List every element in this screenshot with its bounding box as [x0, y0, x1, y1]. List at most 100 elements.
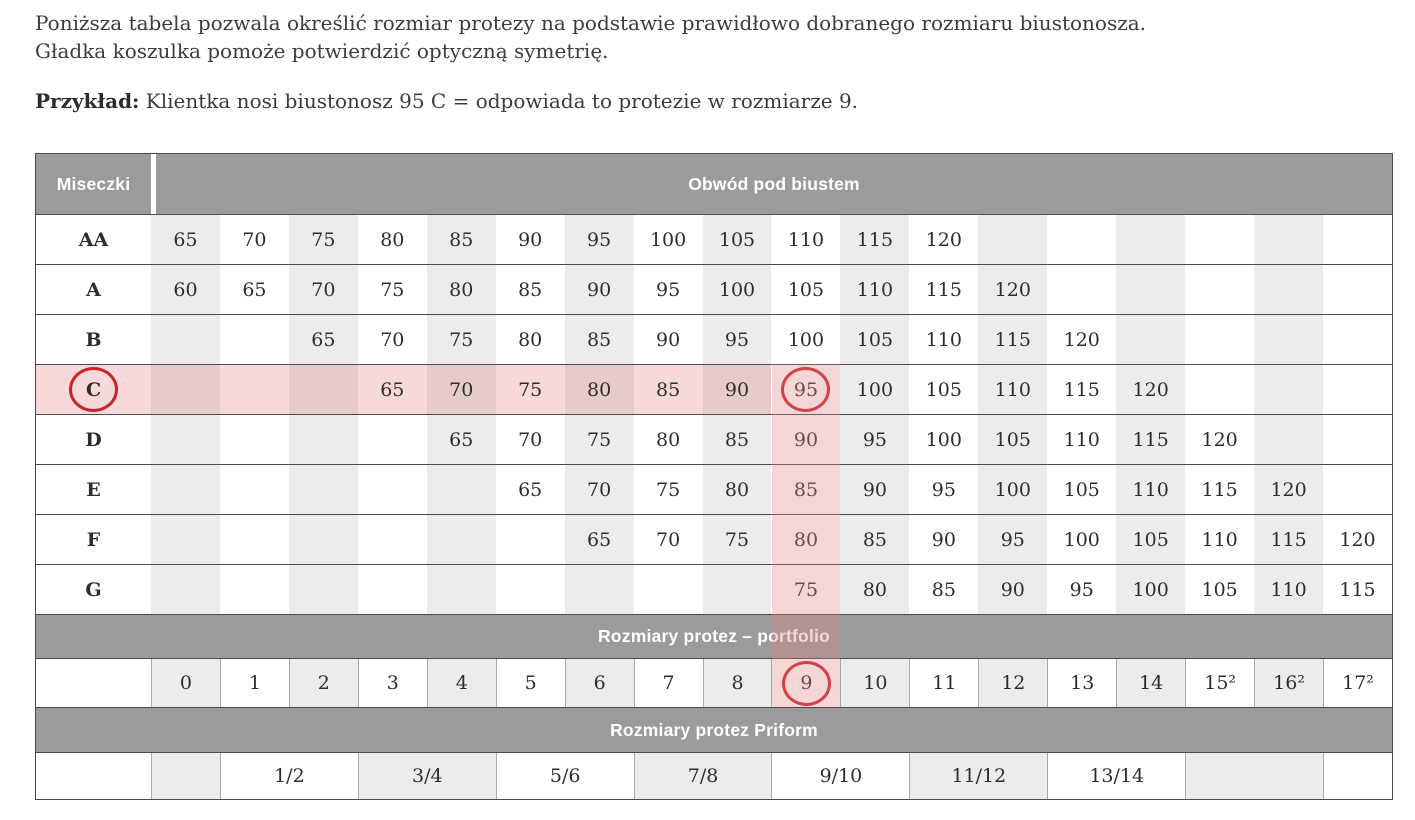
size-cell	[495, 565, 565, 614]
size-cell: 110	[771, 215, 841, 264]
size-cell	[219, 365, 289, 414]
size-cell: 85	[771, 465, 841, 514]
portfolio-size-cell: 17²	[1323, 659, 1392, 707]
portfolio-size-cell: 10	[840, 659, 910, 707]
size-cell: 80	[840, 565, 910, 614]
priform-size-cell: 7/8	[633, 753, 772, 799]
portfolio-size-cell: 0	[151, 659, 220, 707]
size-cell	[1185, 215, 1255, 264]
portfolio-size-row: 0 1 2 3 4 5 6 7 8 9 10 11 12 13 14 15² 16² 17²	[36, 658, 1392, 707]
highlight-circle-underbust: 95	[781, 367, 831, 412]
portfolio-size-cell: 3	[357, 659, 427, 707]
size-cell: 115	[978, 315, 1048, 364]
portfolio-size-cell: 13	[1047, 659, 1117, 707]
size-cell	[978, 215, 1048, 264]
priform-size-cell: 13/14	[1047, 753, 1186, 799]
priform-size-cell: 11/12	[909, 753, 1048, 799]
size-cell: 70	[564, 465, 634, 514]
size-cell: 75	[702, 515, 772, 564]
priform-size-row: 1/2 3/4 5/6 7/8 9/10 11/12 13/14	[36, 752, 1392, 799]
size-cell: 95	[771, 365, 841, 414]
size-cell: 65	[426, 415, 496, 464]
intro-line-2: Gładka koszulka pomoże potwierdzić optyc…	[35, 39, 609, 63]
size-cell: 65	[219, 265, 289, 314]
size-cell: 110	[978, 365, 1048, 414]
size-cell: 90	[702, 365, 772, 414]
priform-size-cell: 1/2	[219, 753, 358, 799]
cup-row-G: G 75 80 85 90 95 100 105 110 115	[36, 564, 1392, 614]
size-cell: 65	[495, 465, 565, 514]
size-cell: 115	[840, 215, 910, 264]
size-cell	[426, 565, 496, 614]
portfolio-size-cell: 9	[771, 659, 841, 707]
size-cell: 90	[633, 315, 703, 364]
size-cell: 120	[1047, 315, 1117, 364]
size-cell: 65	[288, 315, 358, 364]
size-cell: 80	[564, 365, 634, 414]
size-cell	[151, 565, 220, 614]
size-cell: 75	[495, 365, 565, 414]
highlight-circle-cup: C	[69, 367, 118, 412]
example-label: Przykład:	[35, 89, 140, 113]
size-cell	[288, 415, 358, 464]
size-cell	[1323, 415, 1392, 464]
intro-block: Poniższa tabela pozwala określić rozmiar…	[0, 0, 1415, 115]
size-cell: 85	[909, 565, 979, 614]
size-cell: 95	[840, 415, 910, 464]
cup-label-cell: E	[86, 478, 101, 501]
cup-label-cell: B	[85, 328, 102, 351]
size-cell	[357, 415, 427, 464]
size-cell: 85	[633, 365, 703, 414]
portfolio-size-cell: 6	[564, 659, 634, 707]
size-cell: 95	[564, 215, 634, 264]
portfolio-size-cell: 16²	[1254, 659, 1324, 707]
size-cell: 120	[978, 265, 1048, 314]
size-cell: 90	[978, 565, 1048, 614]
size-cell: 90	[771, 415, 841, 464]
size-cell: 100	[840, 365, 910, 414]
size-cell	[1254, 365, 1324, 414]
cup-row-C: C 65 70 75 80 85 90 95 100 105 110 115 120	[36, 364, 1392, 414]
size-cell: 65	[151, 215, 220, 264]
size-cell: 75	[426, 315, 496, 364]
size-cell	[219, 415, 289, 464]
size-cell	[1185, 365, 1255, 414]
size-cell	[357, 515, 427, 564]
size-cell: 95	[702, 315, 772, 364]
size-cell	[219, 515, 289, 564]
size-cell: 105	[909, 365, 979, 414]
size-cell	[1185, 265, 1255, 314]
size-cell: 65	[357, 365, 427, 414]
cup-label-cell: C	[36, 365, 151, 414]
size-cell: 75	[564, 415, 634, 464]
size-cell	[1254, 215, 1324, 264]
portfolio-size-cell: 4	[426, 659, 496, 707]
cup-label-cell: AA	[78, 228, 109, 251]
size-cell: 110	[909, 315, 979, 364]
size-cell	[219, 465, 289, 514]
size-cell	[1323, 265, 1392, 314]
priform-header-row: Rozmiary protez Priform	[36, 707, 1392, 752]
portfolio-header-cell: Rozmiary protez – portfolio	[36, 615, 1392, 658]
size-cell: 100	[771, 315, 841, 364]
size-cell: 110	[1047, 415, 1117, 464]
size-cell: 105	[1185, 565, 1255, 614]
portfolio-label-cell	[36, 659, 151, 707]
size-cell: 70	[219, 215, 289, 264]
size-cell: 80	[495, 315, 565, 364]
size-cell: 100	[633, 215, 703, 264]
size-cell: 115	[1254, 515, 1324, 564]
size-cell	[426, 515, 496, 564]
cup-rows-section: AA 65 70 75 80 85 90 95 100 105 110 115 120 A 60 65 70 75…	[36, 214, 1392, 614]
size-cell: 80	[426, 265, 496, 314]
size-cell	[1323, 465, 1392, 514]
size-cell	[1116, 215, 1186, 264]
size-cell: 115	[1185, 465, 1255, 514]
size-cell: 90	[840, 465, 910, 514]
size-cell: 110	[1116, 465, 1186, 514]
size-cell	[357, 465, 427, 514]
cup-row-A: A 60 65 70 75 80 85 90 95 100 105 110 115 120	[36, 264, 1392, 314]
size-cell: 110	[1185, 515, 1255, 564]
size-cell: 120	[1116, 365, 1186, 414]
